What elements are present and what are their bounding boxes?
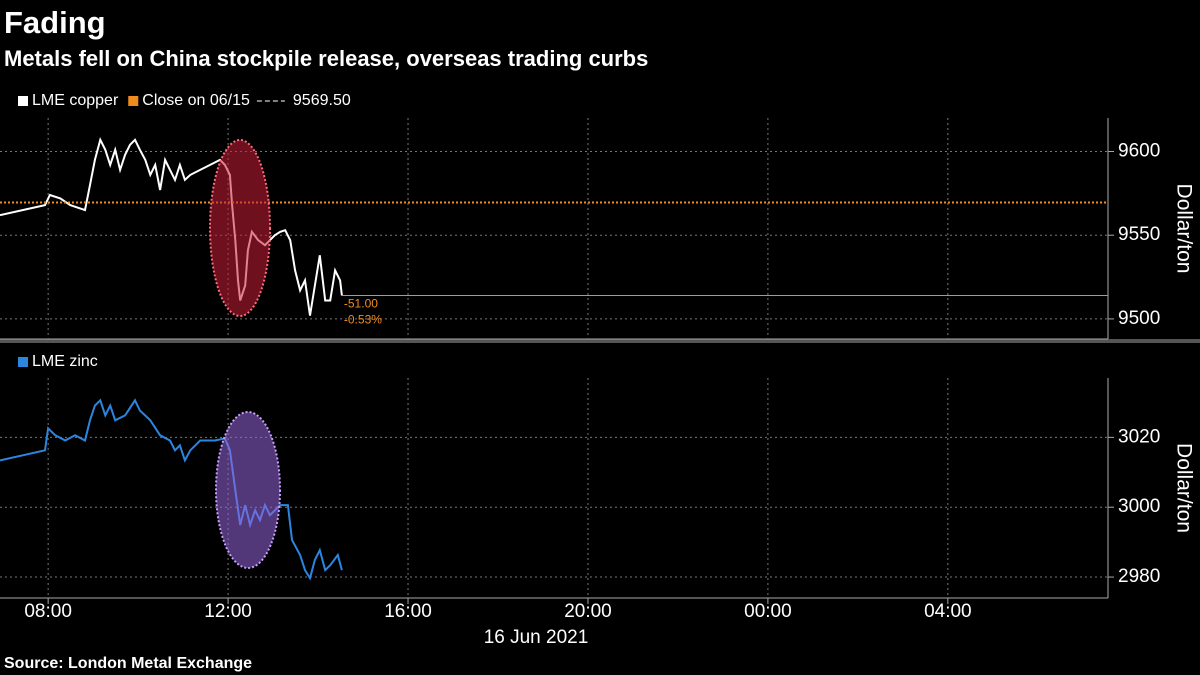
legend-label: LME copper	[32, 92, 119, 109]
y-tick-label: 3020	[1118, 426, 1160, 447]
legend-swatch	[18, 96, 28, 106]
y-tick-label: 3000	[1118, 496, 1160, 517]
change-label: -51.00	[344, 297, 378, 311]
x-tick-label: 12:00	[204, 601, 252, 622]
change-pct-label: -0.53%	[344, 313, 382, 327]
highlight-ellipse	[209, 139, 271, 317]
overlay: -51.00 -0.53%	[344, 297, 382, 327]
y-axis-label: Dollar/ton	[1172, 184, 1195, 274]
x-tick-label: 20:00	[564, 601, 612, 622]
data-line	[0, 136, 343, 316]
legend-label: Close on 06/15	[142, 92, 250, 109]
plot-area: 9500 9550 9600 Dollar/ton LME copper Close on…	[0, 92, 1195, 648]
x-tick-label: 00:00	[744, 601, 792, 622]
y-axis-label: Dollar/ton	[1172, 443, 1195, 533]
y-tick-label: 9550	[1118, 224, 1160, 245]
legend-swatch	[128, 96, 139, 106]
y-tick-label: 9600	[1118, 141, 1160, 162]
panel-separator	[0, 339, 1200, 343]
x-tick-label: 16:00	[384, 601, 432, 622]
legend-label: LME zinc	[32, 353, 98, 370]
y-tick-label: 9500	[1118, 308, 1160, 329]
chart-subtitle: Metals fell on China stockpile release, …	[4, 46, 648, 71]
x-tick-label: 04:00	[924, 601, 972, 622]
x-date-label: 16 Jun 2021	[484, 627, 589, 648]
data-line	[0, 398, 343, 581]
y-tick-label: 2980	[1118, 566, 1160, 587]
x-tick-label: 08:00	[24, 601, 72, 622]
legend-value: 9569.50	[293, 92, 351, 109]
chart-title: Fading	[4, 5, 106, 40]
highlight-ellipse	[215, 411, 281, 569]
legend-swatch	[18, 357, 28, 367]
source: Source: London Metal Exchange	[4, 655, 252, 672]
